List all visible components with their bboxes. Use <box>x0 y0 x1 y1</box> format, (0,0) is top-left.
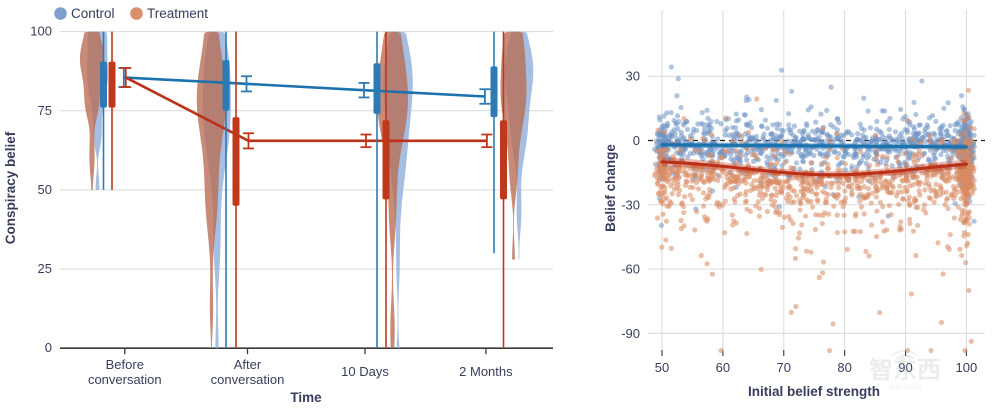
svg-text:Treatment: Treatment <box>147 6 208 21</box>
svg-text:25: 25 <box>38 261 52 276</box>
svg-text:Time: Time <box>290 390 322 405</box>
svg-text:2 Months: 2 Months <box>459 364 513 379</box>
svg-text:50: 50 <box>38 182 52 197</box>
svg-text:10 Days: 10 Days <box>341 364 389 379</box>
svg-text:After: After <box>234 357 262 372</box>
svg-text:Initial belief strength: Initial belief strength <box>748 384 880 399</box>
svg-text:Control: Control <box>71 6 115 21</box>
svg-text:80: 80 <box>837 360 851 375</box>
svg-text:Before: Before <box>106 357 144 372</box>
svg-text:60: 60 <box>716 360 730 375</box>
svg-text:50: 50 <box>655 360 669 375</box>
svg-text:100: 100 <box>956 360 978 375</box>
svg-text:75: 75 <box>38 103 52 118</box>
svg-text:ZHIDXCOM: ZHIDXCOM <box>889 385 921 391</box>
svg-text:100: 100 <box>30 24 52 39</box>
svg-text:Belief change: Belief change <box>603 144 618 232</box>
svg-text:-90: -90 <box>621 326 640 341</box>
svg-text:0: 0 <box>45 340 52 355</box>
svg-text:30: 30 <box>626 69 640 84</box>
svg-text:-30: -30 <box>621 197 640 212</box>
svg-text:Conspiracy belief: Conspiracy belief <box>3 131 18 244</box>
svg-text:conversation: conversation <box>88 372 162 387</box>
svg-text:智东西: 智东西 <box>869 356 941 384</box>
svg-text:conversation: conversation <box>211 372 285 387</box>
svg-text:0: 0 <box>633 133 640 148</box>
svg-text:-60: -60 <box>621 262 640 277</box>
svg-text:70: 70 <box>777 360 791 375</box>
